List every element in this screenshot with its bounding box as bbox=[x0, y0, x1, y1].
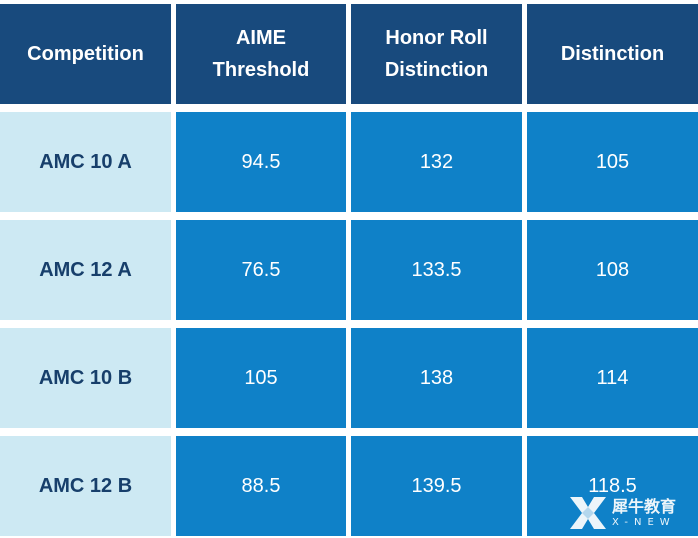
table-cell-honor-roll-distinction: 133.5 bbox=[351, 220, 522, 320]
table-cell-honor-roll-distinction: 139.5 bbox=[351, 436, 522, 536]
table-cell-aime-threshold: 105 bbox=[176, 328, 346, 428]
table-cell-distinction: 114 bbox=[527, 328, 698, 428]
table-row-label: AMC 10 B bbox=[0, 328, 171, 428]
table-cell-aime-threshold: 94.5 bbox=[176, 112, 346, 212]
watermark: 犀牛教育 X-NEW bbox=[568, 492, 696, 534]
table-cell-aime-threshold: 88.5 bbox=[176, 436, 346, 536]
table-row-label: AMC 12 B bbox=[0, 436, 171, 536]
x-logo-icon bbox=[570, 497, 606, 529]
watermark-text: 犀牛教育 X-NEW bbox=[612, 496, 677, 528]
header-competition: Competition bbox=[0, 4, 171, 104]
table-cell-distinction: 105 bbox=[527, 112, 698, 212]
header-distinction: Distinction bbox=[527, 4, 698, 104]
header-honor-roll-distinction: Honor Roll Distinction bbox=[351, 4, 522, 104]
table-cell-distinction: 108 bbox=[527, 220, 698, 320]
watermark-english: X-NEW bbox=[612, 516, 676, 528]
table-cell-distinction: 118.5 bbox=[527, 436, 698, 536]
table-row-label: AMC 12 A bbox=[0, 220, 171, 320]
table-cell-honor-roll-distinction: 138 bbox=[351, 328, 522, 428]
watermark-chinese: 犀牛教育 bbox=[612, 496, 677, 516]
table-row-label: AMC 10 A bbox=[0, 112, 171, 212]
header-aime-threshold: AIME Threshold bbox=[176, 4, 346, 104]
table-cell-honor-roll-distinction: 132 bbox=[351, 112, 522, 212]
table-cell-aime-threshold: 76.5 bbox=[176, 220, 346, 320]
